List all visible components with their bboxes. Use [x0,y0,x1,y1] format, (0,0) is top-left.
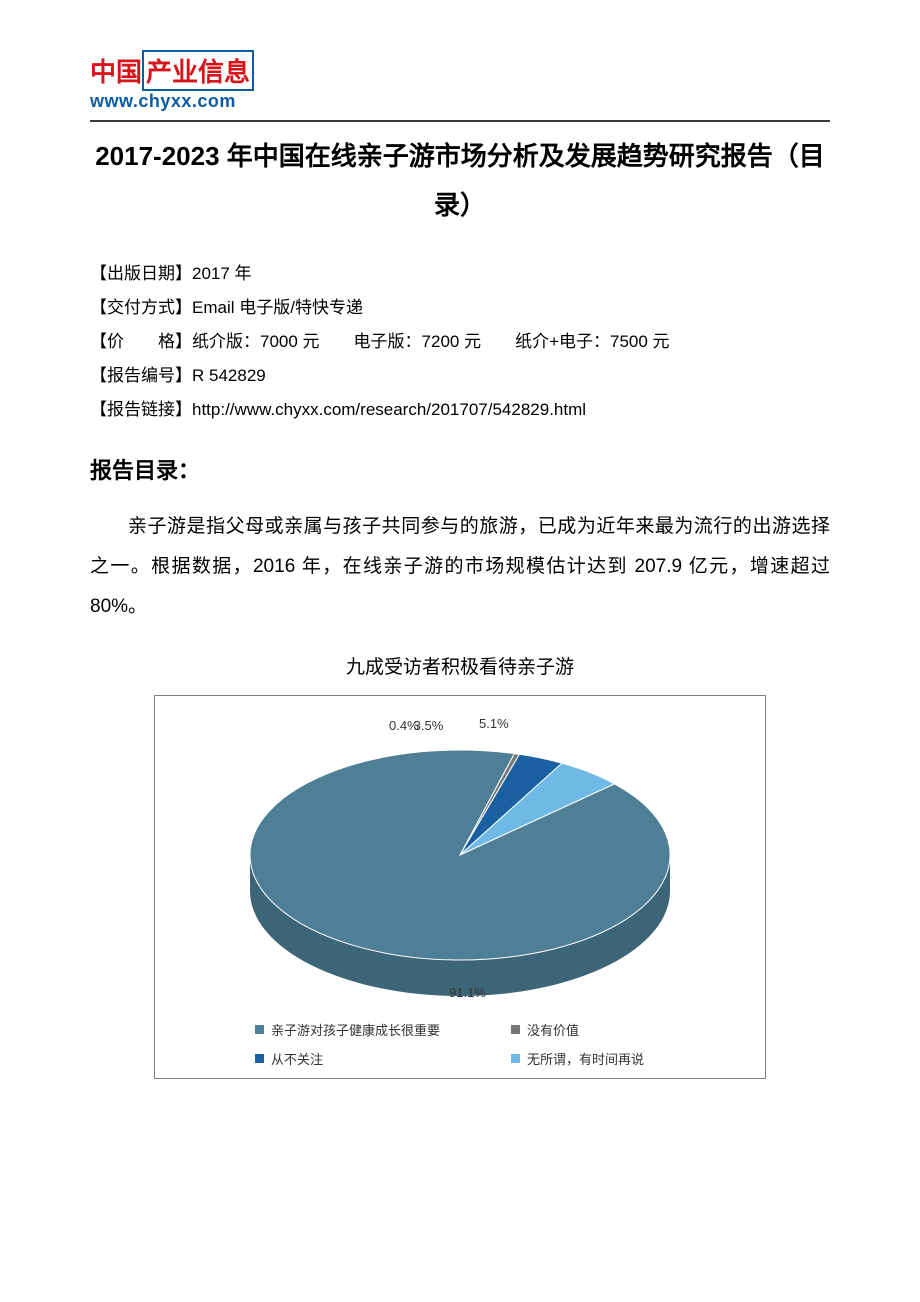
legend-item: 无所谓，有时间再说 [511,1049,751,1068]
pie-svg [169,710,751,1010]
meta-block: 【出版日期】2017 年 【交付方式】Email 电子版/特快专递 【价 格】纸… [90,257,830,427]
legend-item: 从不关注 [255,1049,495,1068]
pie-chart: 0.4%3.5% 5.1% 91.1% 亲子游对孩子健康成长很重要 没有价值 从… [154,695,766,1079]
meta-pub-value: 2017 年 [192,264,252,283]
pie-label-small: 5.1% [479,716,509,731]
legend-label: 没有价值 [527,1020,579,1039]
meta-deliver-value: Email 电子版/特快专递 [192,298,363,317]
legend-item: 亲子游对孩子健康成长很重要 [255,1020,495,1039]
chart-legend: 亲子游对孩子健康成长很重要 没有价值 从不关注 无所谓，有时间再说 [169,1020,751,1068]
legend-label: 从不关注 [271,1049,323,1068]
logo-text: 中国产业信息 [90,50,830,91]
meta-number-label: 【报告编号】 [90,366,192,385]
logo-part-a: 中国 [90,57,142,87]
legend-label: 亲子游对孩子健康成长很重要 [271,1020,440,1039]
legend-label: 无所谓，有时间再说 [527,1049,644,1068]
pie-label-tiny1: 0.4%3.5% [389,718,443,733]
legend-item: 没有价值 [511,1020,751,1039]
meta-deliver: 【交付方式】Email 电子版/特快专递 [90,291,830,325]
meta-link-value: http://www.chyxx.com/research/201707/542… [192,400,586,419]
meta-price: 【价 格】纸介版：7000 元 电子版：7200 元 纸介+电子：7500 元 [90,325,830,359]
meta-link: 【报告链接】http://www.chyxx.com/research/2017… [90,393,830,427]
legend-swatch [511,1025,520,1034]
legend-swatch [255,1025,264,1034]
logo-url: www.chyxx.com [90,91,830,112]
meta-number-value: R 542829 [192,366,266,385]
meta-pub-label: 【出版日期】 [90,264,192,283]
logo-header: 中国产业信息 www.chyxx.com [90,50,830,112]
legend-swatch [511,1054,520,1063]
meta-price-label: 【价 格】 [90,332,192,351]
legend-swatch [255,1054,264,1063]
pie-canvas: 0.4%3.5% 5.1% 91.1% [169,710,751,1010]
chart-title: 九成受访者积极看待亲子游 [90,652,830,679]
page-title: 2017-2023 年中国在线亲子游市场分析及发展趋势研究报告（目录） [90,132,830,231]
logo-part-b: 产业信息 [142,50,254,91]
meta-pub: 【出版日期】2017 年 [90,257,830,291]
pie-label-big: 91.1% [449,985,486,1000]
meta-link-label: 【报告链接】 [90,400,192,419]
meta-deliver-label: 【交付方式】 [90,298,192,317]
meta-price-value: 纸介版：7000 元 电子版：7200 元 纸介+电子：7500 元 [192,332,670,351]
body-paragraph: 亲子游是指父母或亲属与孩子共同参与的旅游，已成为近年来最为流行的出游选择之一。根… [90,507,830,627]
meta-number: 【报告编号】R 542829 [90,359,830,393]
divider [90,120,830,122]
section-heading: 报告目录： [90,453,830,485]
